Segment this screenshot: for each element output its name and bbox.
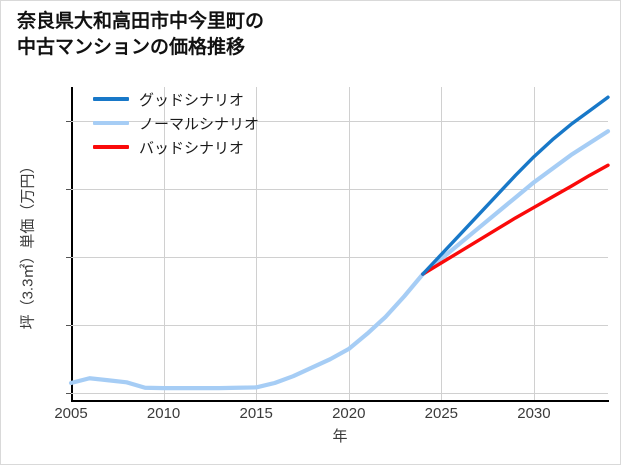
gridline-horizontal [71, 121, 608, 123]
series-line [421, 163, 610, 276]
x-tick-label: 2005 [54, 405, 88, 422]
gridline-vertical [441, 87, 443, 400]
series-line [421, 95, 610, 276]
y-axis-label: 坪（3.3㎡）単価（万円） [19, 158, 37, 329]
x-tick-label: 2030 [517, 405, 551, 422]
legend-item-bad[interactable]: バッドシナリオ [93, 139, 259, 157]
gridline-horizontal [71, 189, 608, 191]
gridline-horizontal [71, 257, 608, 259]
gridline-vertical [348, 87, 350, 400]
x-axis-spine [71, 400, 609, 402]
x-tick-label: 2010 [146, 405, 181, 422]
legend-label-bad: バッドシナリオ [139, 139, 245, 157]
gridline-horizontal [71, 325, 608, 327]
legend-label-good: グッドシナリオ [139, 91, 245, 109]
page-title: 奈良県大和高田市中今里町の 中古マンションの価格推移 [17, 11, 265, 58]
x-tick-label: 2025 [424, 405, 459, 422]
legend-item-good[interactable]: グッドシナリオ [93, 91, 259, 109]
x-axis-label: 年 [332, 428, 348, 445]
y-tick-mark [66, 257, 71, 259]
legend-item-normal[interactable]: ノーマルシナリオ [93, 115, 260, 133]
series-line [68, 129, 611, 391]
series-layer [68, 95, 611, 391]
legend-label-normal: ノーマルシナリオ [139, 115, 260, 133]
gridline-vertical [163, 87, 165, 400]
gridline-horizontal [71, 393, 608, 395]
gridline-vertical [533, 87, 535, 400]
x-tick-label: 2020 [332, 405, 366, 422]
plot-inner [66, 87, 608, 400]
y-axis-spine [71, 87, 73, 401]
gridline-vertical [256, 87, 258, 400]
legend-swatch-good [93, 97, 129, 101]
plot-area: 坪（3.3㎡）単価（万円） [20, 87, 611, 400]
x-tick-label: 2015 [239, 405, 273, 422]
y-tick-mark [66, 121, 71, 123]
y-tick-mark [66, 325, 71, 327]
y-tick-mark [66, 189, 71, 191]
legend-swatch-normal [93, 121, 129, 125]
y-tick-mark [66, 393, 71, 395]
legend: グッドシナリオ ノーマルシナリオ バッドシナリオ [93, 91, 260, 157]
legend-swatch-bad [93, 145, 129, 149]
